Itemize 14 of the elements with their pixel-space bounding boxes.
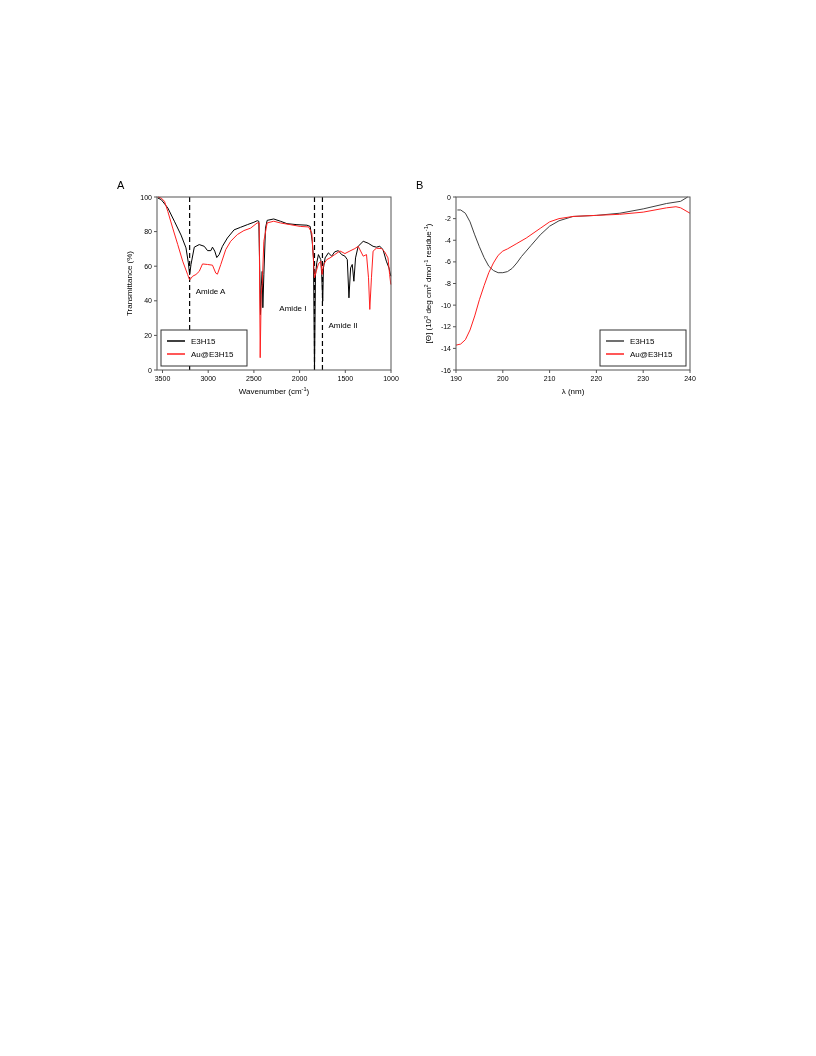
x-axis-title: λ (nm) <box>561 387 585 396</box>
chart-title: A <box>117 179 125 191</box>
legend-label: Au@E3H15 <box>191 350 234 359</box>
ref-line-label: Amide I <box>279 304 307 314</box>
ref-line-label: Amide A <box>195 286 227 296</box>
line-series <box>456 196 689 274</box>
y-axis-title: Transmittance (%) <box>125 250 134 317</box>
chart-title: B <box>416 179 424 191</box>
legend-label: E3H15 <box>630 337 656 346</box>
line-series <box>455 206 691 346</box>
legend-label: E3H15 <box>191 337 217 346</box>
x-axis-title: Wavenumber (cm$^{-1}$) <box>238 386 310 396</box>
ref-line-label: Amide II <box>328 321 358 331</box>
legend-label: Au@E3H15 <box>630 350 673 359</box>
